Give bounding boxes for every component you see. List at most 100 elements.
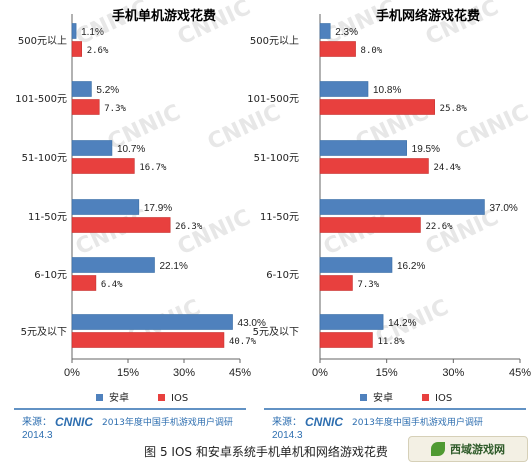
legend-swatch — [422, 394, 429, 401]
category-label: 500元以上 — [18, 35, 67, 47]
figure-caption: 图 5 IOS 和安卓系统手机单机和网络游戏花费 — [144, 445, 388, 459]
source-text: 2013年度中国手机游戏用户调研 — [352, 416, 483, 428]
x-tick-label: 0% — [64, 367, 80, 379]
value-label-android: 1.1% — [81, 27, 104, 38]
category-label: 5元及以下 — [21, 326, 67, 338]
legend-label: IOS — [435, 393, 452, 404]
bar-android — [319, 81, 369, 97]
value-label-android: 16.2% — [397, 261, 425, 272]
source-date: 2014.3 — [272, 430, 303, 441]
bar-android — [319, 314, 384, 330]
bar-ios — [319, 275, 353, 291]
value-label-ios: 7.3% — [357, 280, 379, 290]
bar-ios — [71, 275, 97, 291]
value-label-ios: 25.8% — [440, 104, 468, 114]
source-prefix: 来源： — [22, 415, 52, 428]
source-logo: CNNIC — [55, 415, 93, 429]
value-label-android: 10.7% — [117, 144, 145, 155]
category-label: 5元及以下 — [253, 326, 299, 338]
bar-android — [71, 81, 92, 97]
watermark: CNNIC — [174, 205, 255, 260]
leaf-icon — [431, 442, 445, 456]
bar-ios — [319, 217, 421, 233]
bar-ios — [319, 41, 356, 57]
bar-android — [319, 257, 393, 273]
site-logo: 西域游戏网 — [408, 436, 528, 462]
value-label-android: 14.2% — [388, 318, 416, 329]
value-label-android: 22.1% — [160, 261, 188, 272]
bar-ios — [71, 332, 225, 348]
category-label: 51-100元 — [22, 153, 67, 164]
source-date: 2014.3 — [22, 430, 53, 441]
watermark: CNNIC — [204, 100, 285, 155]
value-label-ios: 2.6% — [87, 46, 109, 56]
chart-panel-1: CNNICCNNICCNNICCNNICCNNICCNNICCNNIC手机单机游… — [14, 0, 285, 441]
value-label-android: 17.9% — [144, 203, 172, 214]
source-prefix: 来源： — [272, 415, 302, 428]
x-tick-label: 15% — [117, 367, 139, 379]
value-label-android: 10.8% — [373, 85, 401, 96]
legend-swatch — [96, 394, 103, 401]
value-label-android: 43.0% — [238, 318, 266, 329]
legend-label: 安卓 — [373, 391, 393, 404]
category-label: 500元以上 — [250, 35, 299, 47]
value-label-ios: 6.4% — [101, 280, 123, 290]
value-label-ios: 11.8% — [377, 337, 405, 347]
legend-swatch — [158, 394, 165, 401]
category-label: 6-10元 — [34, 270, 67, 281]
chart-title: 手机网络游戏花费 — [376, 8, 480, 24]
x-tick-label: 30% — [442, 367, 464, 379]
category-label: 6-10元 — [266, 270, 299, 281]
value-label-ios: 7.3% — [104, 104, 126, 114]
value-label-ios: 26.3% — [175, 222, 203, 232]
chart-panel-2: CNNICCNNICCNNICCNNICCNNICCNNICCNNIC手机网络游… — [247, 0, 532, 441]
value-label-android: 19.5% — [412, 144, 440, 155]
bar-ios — [319, 158, 429, 174]
value-label-android: 5.2% — [96, 85, 119, 96]
value-label-ios: 8.0% — [361, 46, 383, 56]
bar-ios — [71, 158, 135, 174]
value-label-ios: 16.7% — [139, 163, 167, 173]
category-label: 101-500元 — [247, 94, 299, 105]
bar-ios — [71, 217, 171, 233]
x-tick-label: 45% — [229, 367, 251, 379]
value-label-ios: 40.7% — [229, 337, 257, 347]
site-logo-text: 西域游戏网 — [450, 443, 505, 456]
x-tick-label: 45% — [509, 367, 531, 379]
value-label-ios: 22.6% — [425, 222, 453, 232]
bar-android — [71, 199, 140, 215]
category-label: 101-500元 — [15, 94, 67, 105]
value-label-ios: 24.4% — [433, 163, 461, 173]
value-label-android: 2.3% — [335, 27, 358, 38]
bar-android — [319, 140, 407, 156]
legend-label: IOS — [171, 393, 188, 404]
bar-ios — [319, 99, 435, 115]
x-tick-label: 0% — [312, 367, 328, 379]
source-text: 2013年度中国手机游戏用户调研 — [102, 416, 233, 428]
legend-label: 安卓 — [109, 391, 129, 404]
chart-title: 手机单机游戏花费 — [112, 8, 216, 24]
bar-ios — [319, 332, 373, 348]
legend: 安卓 IOS — [360, 391, 452, 404]
bar-android — [71, 257, 155, 273]
legend: 安卓 IOS — [96, 391, 188, 404]
watermark: CNNIC — [72, 0, 153, 50]
value-label-android: 37.0% — [489, 203, 517, 214]
bar-android — [319, 199, 485, 215]
category-label: 11-50元 — [28, 212, 67, 223]
category-label: 11-50元 — [260, 212, 299, 223]
watermark: CNNIC — [174, 0, 255, 50]
watermark: CNNIC — [422, 0, 503, 50]
source-logo: CNNIC — [305, 415, 343, 429]
bar-android — [71, 140, 113, 156]
bar-android — [71, 23, 77, 39]
legend-swatch — [360, 394, 367, 401]
category-label: 51-100元 — [254, 153, 299, 164]
bar-ios — [71, 99, 100, 115]
x-tick-label: 30% — [173, 367, 195, 379]
x-tick-label: 15% — [376, 367, 398, 379]
bar-ios — [71, 41, 83, 57]
bar-android — [319, 23, 331, 39]
bar-android — [71, 314, 233, 330]
